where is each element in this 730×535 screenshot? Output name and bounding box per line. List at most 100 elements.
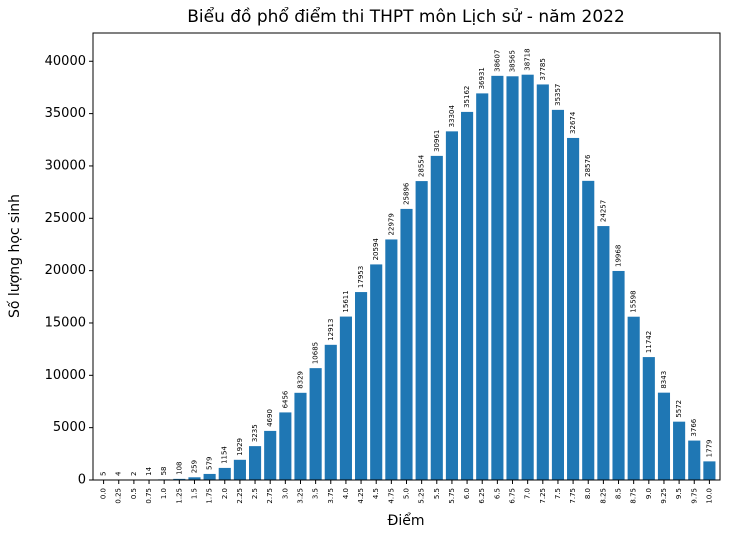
x-tick-label: 3.75 bbox=[327, 488, 335, 504]
bar bbox=[582, 181, 594, 480]
x-tick-label: 2.5 bbox=[251, 488, 259, 499]
data-label: 3235 bbox=[251, 424, 259, 442]
y-tick-label: 40000 bbox=[45, 54, 86, 69]
x-tick-label: 9.25 bbox=[660, 488, 668, 504]
x-tick-label: 6.0 bbox=[463, 488, 471, 499]
bar bbox=[370, 264, 382, 480]
bar bbox=[491, 76, 503, 480]
x-tick-label: 2.0 bbox=[221, 488, 229, 499]
data-label: 28576 bbox=[584, 154, 592, 177]
bar bbox=[400, 209, 412, 480]
x-tick-label: 4.0 bbox=[342, 488, 350, 499]
data-label: 4690 bbox=[266, 409, 274, 427]
x-tick-label: 5.5 bbox=[433, 488, 441, 499]
data-label: 37785 bbox=[539, 58, 547, 80]
bar bbox=[612, 271, 624, 480]
data-label: 5572 bbox=[675, 400, 683, 418]
bar bbox=[461, 112, 473, 480]
bar bbox=[703, 461, 715, 480]
x-tick-label: 1.0 bbox=[160, 488, 168, 499]
x-tick-label: 6.25 bbox=[478, 488, 486, 504]
bar bbox=[340, 317, 352, 480]
x-tick-label: 1.25 bbox=[175, 488, 183, 504]
y-tick-label: 35000 bbox=[45, 106, 86, 121]
bar bbox=[597, 226, 609, 480]
data-label: 1929 bbox=[236, 438, 244, 456]
bar bbox=[688, 441, 700, 480]
data-label: 36931 bbox=[478, 67, 486, 89]
data-label: 2 bbox=[130, 472, 138, 476]
data-label: 15611 bbox=[342, 290, 350, 312]
x-tick-label: 7.25 bbox=[539, 488, 547, 504]
bar bbox=[506, 76, 518, 480]
data-label: 8343 bbox=[660, 371, 668, 389]
bar bbox=[234, 460, 246, 480]
y-tick-label: 25000 bbox=[45, 211, 86, 226]
y-tick-label: 15000 bbox=[45, 315, 86, 330]
bar bbox=[552, 110, 564, 480]
data-label: 4 bbox=[115, 471, 123, 476]
bar bbox=[643, 357, 655, 480]
chart-title: Biểu đồ phổ điểm thi THPT môn Lịch sử - … bbox=[187, 6, 625, 27]
data-label: 15598 bbox=[630, 290, 638, 312]
x-tick-label: 2.25 bbox=[236, 488, 244, 504]
data-label: 22979 bbox=[387, 213, 395, 235]
data-label: 28554 bbox=[418, 154, 426, 177]
bar bbox=[628, 317, 640, 480]
data-label: 10685 bbox=[312, 342, 320, 364]
data-label: 5 bbox=[100, 471, 108, 475]
x-tick-label: 7.0 bbox=[524, 488, 532, 499]
bar bbox=[567, 138, 579, 480]
data-label: 12913 bbox=[327, 319, 335, 341]
data-label: 38565 bbox=[509, 50, 517, 72]
data-label: 58 bbox=[160, 466, 168, 475]
bar bbox=[279, 412, 291, 480]
bar bbox=[355, 292, 367, 480]
data-label: 30961 bbox=[433, 130, 441, 152]
x-tick-label: 8.25 bbox=[599, 488, 607, 504]
data-label: 579 bbox=[206, 457, 214, 470]
bar bbox=[431, 156, 443, 480]
x-tick-label: 4.25 bbox=[357, 488, 365, 504]
data-label: 35357 bbox=[554, 84, 562, 106]
x-tick-label: 8.0 bbox=[584, 488, 592, 499]
x-tick-label: 7.5 bbox=[554, 488, 562, 499]
data-label: 11742 bbox=[645, 331, 653, 353]
x-tick-label: 5.25 bbox=[418, 488, 426, 504]
y-tick-label: 30000 bbox=[45, 158, 86, 173]
data-label: 35162 bbox=[463, 86, 471, 108]
bar bbox=[310, 368, 322, 480]
data-label: 24257 bbox=[599, 200, 607, 222]
y-tick-label: 5000 bbox=[53, 420, 86, 435]
bar bbox=[416, 181, 428, 480]
x-axis-label: Điểm bbox=[388, 512, 425, 529]
bar bbox=[673, 422, 685, 480]
x-tick-label: 5.75 bbox=[448, 488, 456, 504]
x-tick-label: 3.25 bbox=[296, 488, 304, 504]
x-tick-label: 9.5 bbox=[675, 488, 683, 499]
data-label: 19968 bbox=[615, 245, 623, 267]
bar bbox=[219, 468, 231, 480]
bar bbox=[446, 131, 458, 480]
bar bbox=[325, 345, 337, 480]
x-tick-label: 0.5 bbox=[130, 488, 138, 499]
x-tick-label: 10.0 bbox=[705, 488, 713, 504]
x-tick-label: 8.75 bbox=[630, 488, 638, 504]
bar bbox=[476, 93, 488, 480]
data-label: 17953 bbox=[357, 266, 365, 288]
x-tick-label: 1.5 bbox=[190, 488, 198, 499]
bar bbox=[294, 393, 306, 480]
data-label: 20594 bbox=[372, 238, 380, 261]
x-tick-label: 0.25 bbox=[115, 488, 123, 504]
data-label: 108 bbox=[175, 461, 183, 474]
bar bbox=[249, 446, 261, 480]
data-label: 25896 bbox=[403, 182, 411, 205]
y-tick-label: 10000 bbox=[45, 368, 86, 383]
x-tick-label: 4.75 bbox=[387, 488, 395, 504]
x-tick-label: 0.0 bbox=[100, 488, 108, 499]
bar bbox=[204, 474, 216, 480]
x-tick-label: 7.75 bbox=[569, 488, 577, 504]
data-label: 3766 bbox=[690, 418, 698, 436]
x-tick-label: 3.5 bbox=[312, 488, 320, 499]
